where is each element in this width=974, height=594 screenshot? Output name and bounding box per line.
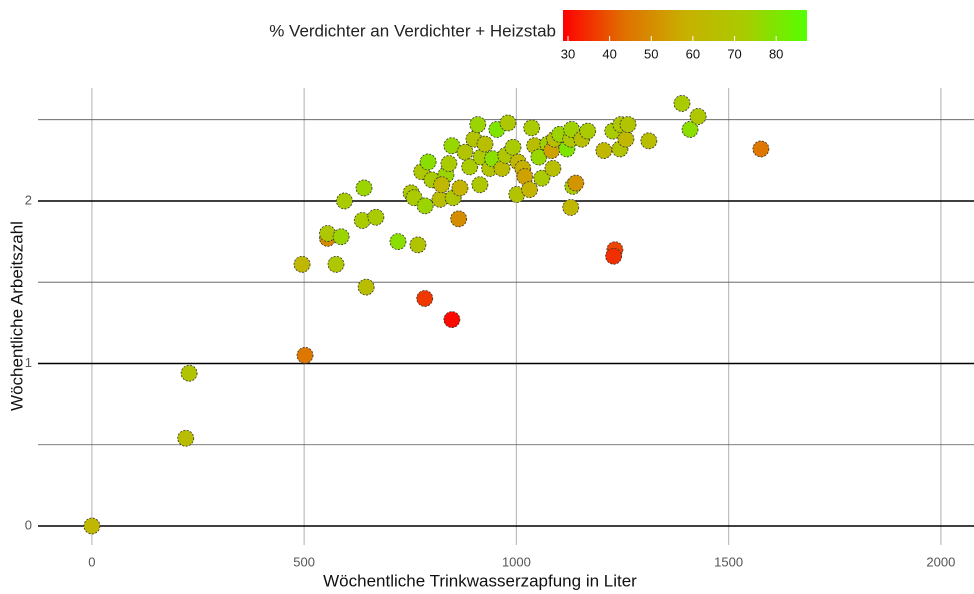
point — [389, 233, 407, 250]
point — [640, 132, 658, 150]
point — [433, 176, 451, 194]
colorbar — [563, 10, 807, 41]
y-axis-title: Wöchentliche Arbeitszahl — [7, 221, 26, 411]
y-tick-label: 2 — [25, 192, 32, 207]
y-tick-label: 0 — [25, 517, 32, 532]
point — [416, 197, 434, 215]
point — [605, 247, 623, 265]
point — [83, 517, 101, 535]
point — [355, 179, 373, 197]
point — [367, 208, 385, 226]
point — [619, 116, 637, 133]
colorbar-tick-label: 70 — [727, 46, 741, 61]
point — [476, 135, 494, 153]
point — [689, 108, 707, 125]
point — [579, 122, 597, 140]
point — [752, 140, 770, 158]
point — [450, 210, 468, 228]
point — [471, 176, 489, 194]
point — [681, 121, 699, 138]
point — [416, 290, 434, 307]
point — [617, 130, 635, 148]
point — [409, 236, 427, 254]
colorbar-tick-label: 60 — [686, 46, 700, 61]
point — [567, 174, 585, 192]
point — [451, 179, 469, 197]
point — [293, 255, 311, 273]
point — [563, 121, 580, 138]
point — [419, 153, 437, 171]
point — [493, 160, 511, 177]
point — [562, 199, 580, 216]
point — [357, 278, 375, 296]
point — [336, 192, 353, 210]
point — [595, 142, 613, 159]
colorbar-tick-label: 30 — [561, 46, 575, 61]
colorbar-title: % Verdichter an Verdichter + Heizstab — [269, 21, 556, 40]
point — [332, 228, 350, 246]
colorbar-tick-label: 50 — [644, 46, 658, 61]
colorbar-tick-label: 80 — [769, 46, 783, 61]
point — [499, 114, 517, 132]
y-tick-label: 1 — [25, 355, 32, 370]
x-tick-label: 1000 — [502, 554, 531, 569]
point — [177, 429, 195, 447]
x-tick-label: 1500 — [714, 554, 743, 569]
point — [521, 181, 538, 198]
point — [440, 155, 458, 172]
x-tick-label: 500 — [293, 554, 315, 569]
point — [443, 311, 461, 328]
point — [673, 95, 691, 112]
point — [353, 212, 371, 229]
point — [504, 138, 522, 156]
point — [296, 346, 314, 364]
point — [461, 158, 479, 176]
colorbar-tick-label: 40 — [602, 46, 616, 61]
x-tick-label: 2000 — [926, 554, 955, 569]
point — [544, 160, 562, 177]
point — [523, 119, 541, 137]
point — [327, 255, 345, 273]
point — [469, 116, 487, 133]
point — [533, 169, 551, 187]
x-tick-label: 0 — [88, 554, 95, 569]
x-axis-title: Wöchentliche Trinkwasserzapfung in Liter — [323, 571, 637, 590]
point — [180, 364, 198, 382]
